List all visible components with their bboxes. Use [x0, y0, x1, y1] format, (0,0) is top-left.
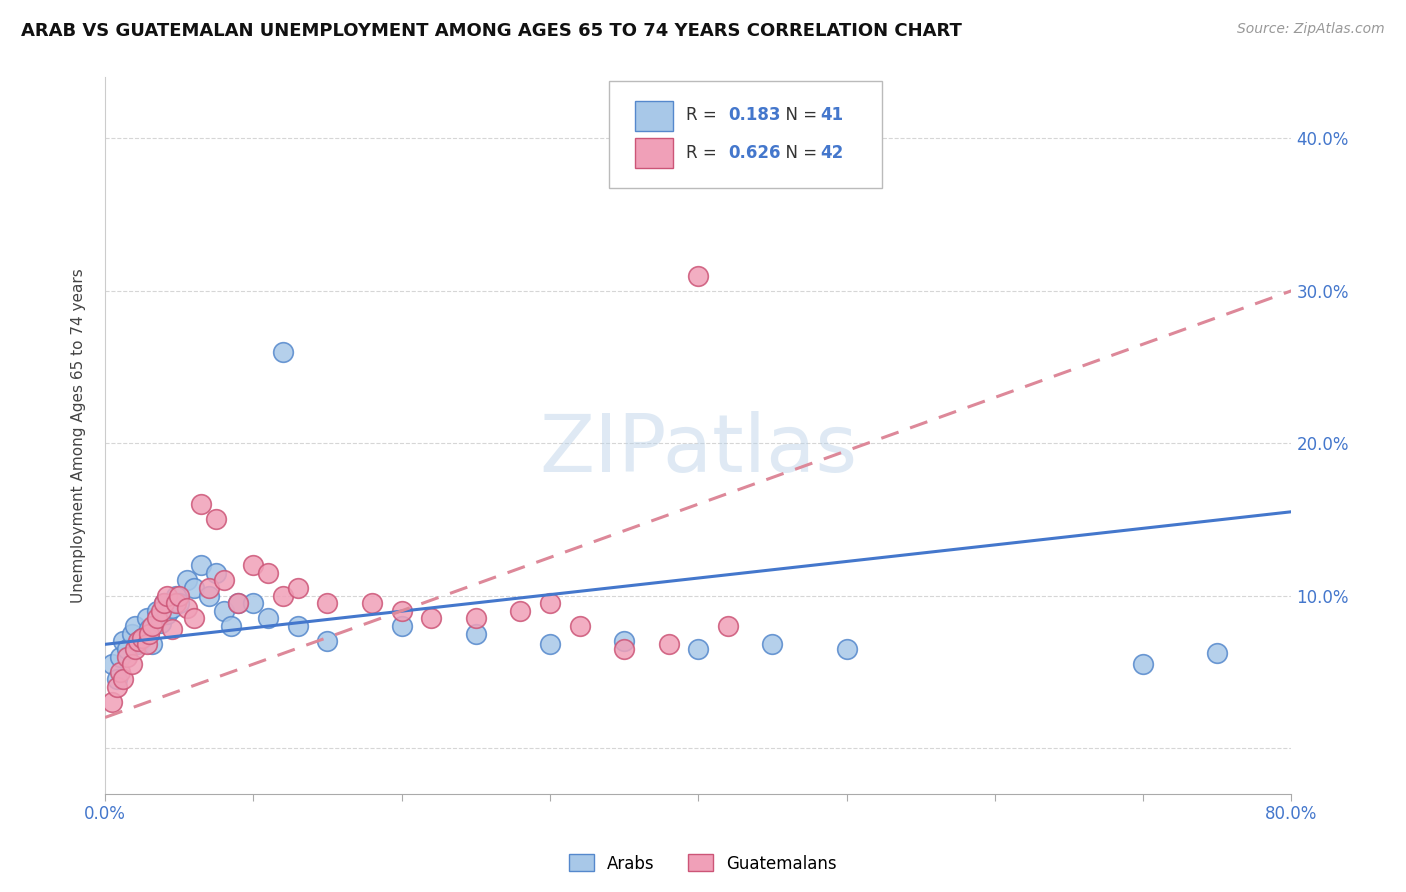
Point	[138, 622, 160, 636]
Point	[131, 632, 153, 646]
Text: 0.183: 0.183	[728, 105, 780, 124]
Point	[108, 649, 131, 664]
Text: N =: N =	[775, 105, 823, 124]
Point	[121, 626, 143, 640]
Point	[146, 611, 169, 625]
Point	[509, 604, 531, 618]
Point	[165, 589, 187, 603]
Point	[115, 641, 138, 656]
Point	[101, 657, 124, 672]
Point	[271, 589, 294, 603]
Text: R =: R =	[686, 105, 723, 124]
Point	[205, 512, 228, 526]
Point	[176, 574, 198, 588]
Point	[124, 641, 146, 656]
Point	[316, 634, 339, 648]
Point	[228, 596, 250, 610]
Point	[183, 611, 205, 625]
Point	[146, 604, 169, 618]
Point	[141, 619, 163, 633]
Text: N =: N =	[775, 144, 823, 161]
Point	[658, 637, 681, 651]
Point	[464, 626, 486, 640]
Point	[287, 581, 309, 595]
Point	[138, 626, 160, 640]
Point	[127, 634, 149, 648]
Point	[101, 695, 124, 709]
Point	[538, 637, 561, 651]
Text: 41: 41	[821, 105, 844, 124]
Point	[111, 673, 134, 687]
Point	[835, 641, 858, 656]
Point	[212, 574, 235, 588]
Point	[212, 604, 235, 618]
Point	[167, 589, 190, 603]
Point	[153, 596, 176, 610]
Point	[271, 344, 294, 359]
Point	[257, 566, 280, 580]
Text: R =: R =	[686, 144, 723, 161]
Point	[257, 611, 280, 625]
Point	[464, 611, 486, 625]
Point	[717, 619, 740, 633]
Point	[121, 657, 143, 672]
Point	[183, 581, 205, 595]
Point	[160, 600, 183, 615]
Point	[150, 604, 173, 618]
Point	[688, 268, 710, 283]
Point	[153, 596, 176, 610]
Point	[242, 558, 264, 573]
Point	[538, 596, 561, 610]
Text: 42: 42	[821, 144, 844, 161]
Point	[361, 596, 384, 610]
FancyBboxPatch shape	[636, 101, 673, 131]
Text: ARAB VS GUATEMALAN UNEMPLOYMENT AMONG AGES 65 TO 74 YEARS CORRELATION CHART: ARAB VS GUATEMALAN UNEMPLOYMENT AMONG AG…	[21, 22, 962, 40]
Point	[228, 596, 250, 610]
Point	[156, 589, 179, 603]
Point	[1132, 657, 1154, 672]
Point	[391, 619, 413, 633]
Point	[135, 637, 157, 651]
Point	[287, 619, 309, 633]
Point	[242, 596, 264, 610]
Point	[613, 641, 636, 656]
Point	[156, 607, 179, 621]
Point	[205, 566, 228, 580]
Point	[141, 637, 163, 651]
Y-axis label: Unemployment Among Ages 65 to 74 years: Unemployment Among Ages 65 to 74 years	[72, 268, 86, 603]
Point	[135, 611, 157, 625]
Point	[111, 634, 134, 648]
Point	[167, 596, 190, 610]
Point	[127, 637, 149, 651]
Text: 0.626: 0.626	[728, 144, 780, 161]
Point	[1206, 647, 1229, 661]
Point	[176, 600, 198, 615]
Point	[613, 634, 636, 648]
Point	[160, 622, 183, 636]
Point	[190, 558, 212, 573]
Point	[115, 649, 138, 664]
FancyBboxPatch shape	[636, 138, 673, 169]
Point	[198, 589, 221, 603]
Point	[391, 604, 413, 618]
FancyBboxPatch shape	[609, 81, 882, 188]
Point	[420, 611, 443, 625]
Text: Source: ZipAtlas.com: Source: ZipAtlas.com	[1237, 22, 1385, 37]
Point	[108, 665, 131, 679]
Point	[105, 673, 128, 687]
Point	[131, 632, 153, 646]
Point	[105, 680, 128, 694]
Point	[198, 581, 221, 595]
Legend: Arabs, Guatemalans: Arabs, Guatemalans	[562, 847, 844, 880]
Point	[190, 497, 212, 511]
Point	[124, 619, 146, 633]
Point	[688, 641, 710, 656]
Point	[568, 619, 591, 633]
Point	[761, 637, 783, 651]
Point	[165, 596, 187, 610]
Text: ZIPatlas: ZIPatlas	[538, 411, 858, 489]
Point	[316, 596, 339, 610]
Point	[219, 619, 242, 633]
Point	[150, 615, 173, 630]
